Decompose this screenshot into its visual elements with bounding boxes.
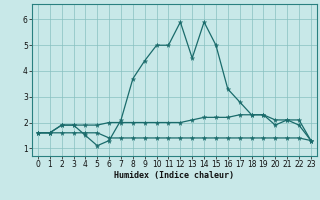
X-axis label: Humidex (Indice chaleur): Humidex (Indice chaleur) bbox=[115, 171, 234, 180]
